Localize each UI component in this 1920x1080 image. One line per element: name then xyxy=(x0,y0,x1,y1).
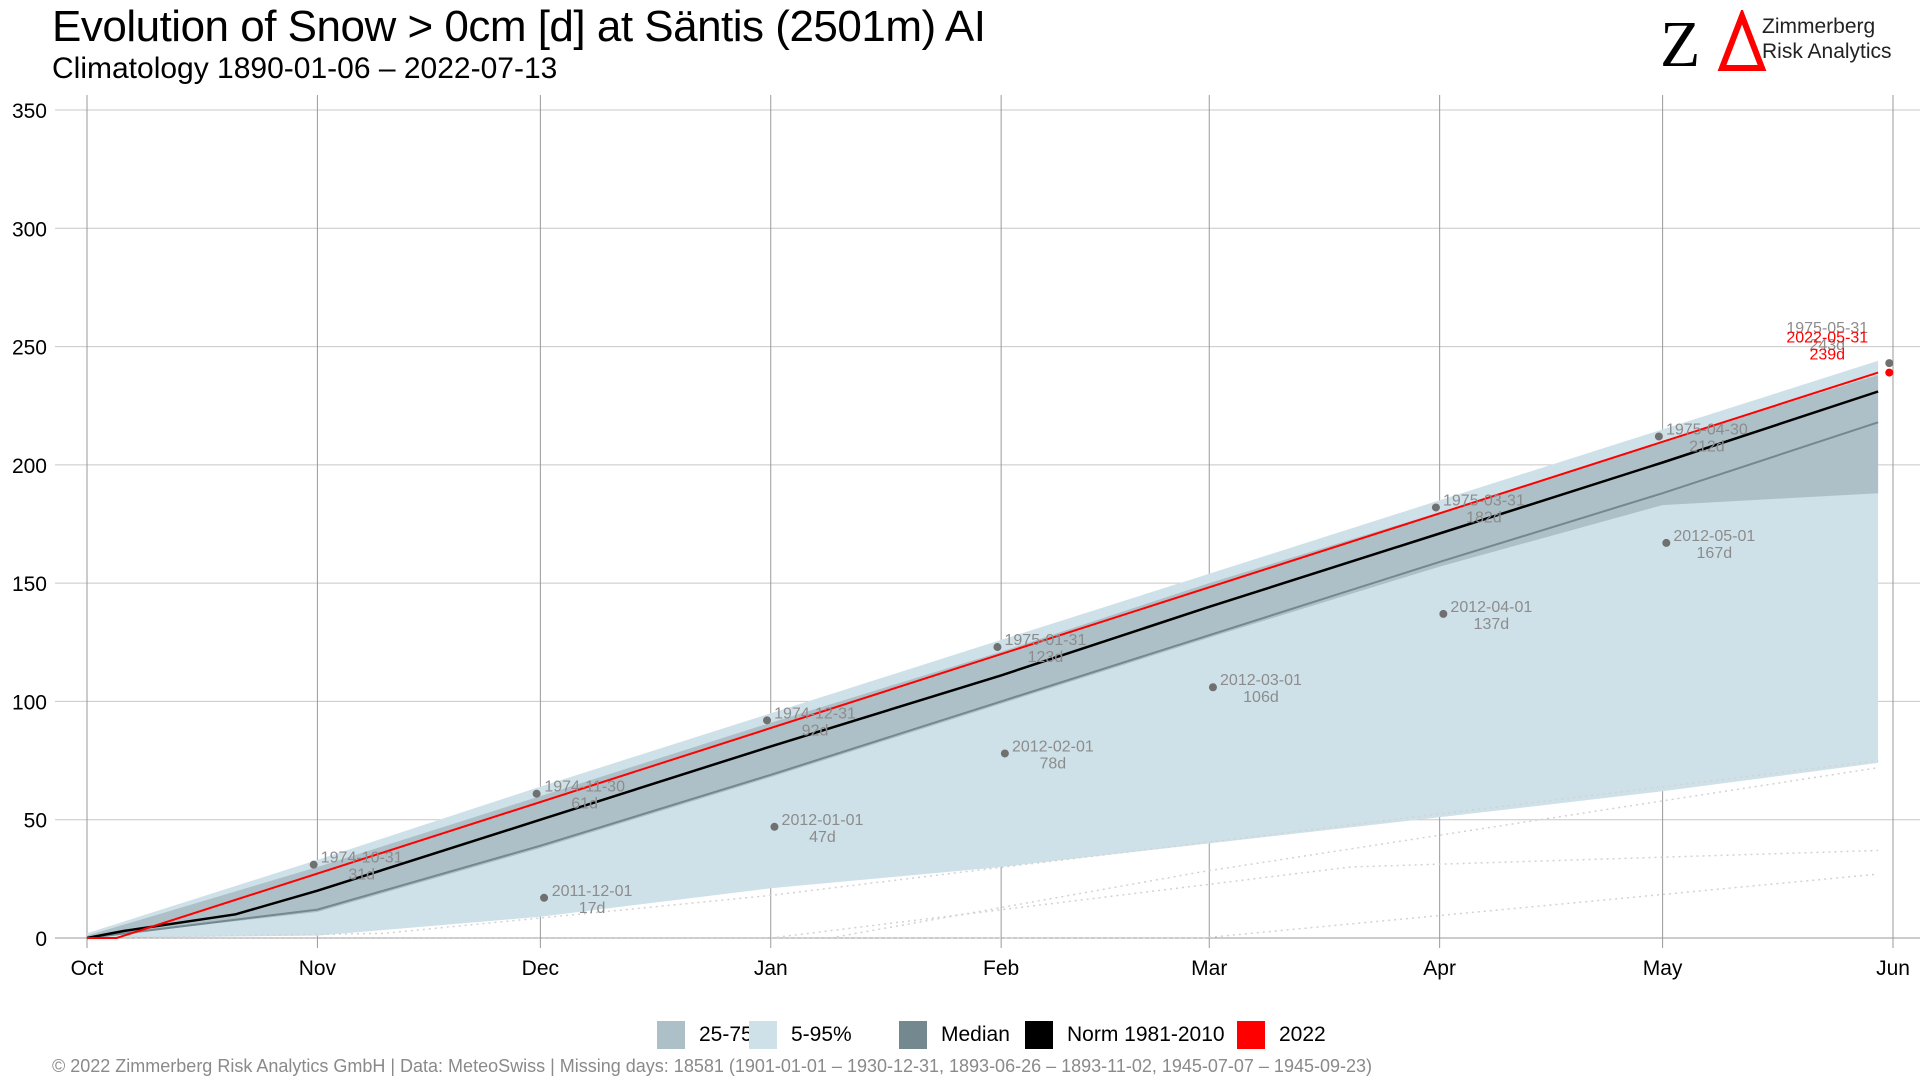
legend-label: 5-95% xyxy=(791,1023,852,1046)
y-tick-label: 350 xyxy=(12,100,47,123)
annotation-date: 1974-10-31 xyxy=(321,850,403,867)
zimmerberg-logo-icon: Z xyxy=(1660,10,1767,80)
legend-swatch xyxy=(899,1021,927,1049)
x-tick-label: Mar xyxy=(1191,957,1227,980)
annotation-date: 2012-02-01 xyxy=(1012,738,1094,755)
annotation-point xyxy=(1662,538,1671,547)
faint-year-line xyxy=(86,759,1879,939)
annotation-value: 92d xyxy=(802,722,829,739)
annotation-points xyxy=(309,359,1894,902)
faint-year-line xyxy=(87,849,1879,939)
chart-title: Evolution of Snow > 0cm [d] at Säntis (2… xyxy=(52,2,986,51)
annotation-value: 17d xyxy=(579,900,606,917)
series-lines xyxy=(86,371,1879,940)
annotation-point xyxy=(1654,432,1663,441)
annotation-value: 137d xyxy=(1474,616,1510,633)
logo-z-letter: Z xyxy=(1660,10,1700,80)
faint-year-line xyxy=(87,873,1879,939)
annotation-point xyxy=(1208,683,1217,692)
annotation-value: 123d xyxy=(1028,649,1064,666)
legend-label: Median xyxy=(941,1023,1010,1046)
legend-label: Norm 1981-2010 xyxy=(1067,1023,1225,1046)
annotation-value: 243d xyxy=(1809,337,1845,354)
y-tick-label: 50 xyxy=(24,810,47,833)
footer-credits: © 2022 Zimmerberg Risk Analytics GmbH | … xyxy=(52,1056,1373,1076)
annotation-value: 31d xyxy=(348,867,375,884)
annotation-point xyxy=(532,789,541,798)
legend-swatch xyxy=(1025,1021,1053,1049)
legend-swatch xyxy=(749,1021,777,1049)
y-tick-label: 300 xyxy=(12,218,47,241)
annotation-point xyxy=(993,643,1002,652)
legend-swatch xyxy=(1237,1021,1265,1049)
logo-line-1: Zimmerberg xyxy=(1762,15,1876,38)
chart-subtitle: Climatology 1890-01-06 – 2022-07-13 xyxy=(52,52,558,85)
x-tick-label: Feb xyxy=(983,957,1019,980)
annotation-value: 106d xyxy=(1243,689,1279,706)
annotation-value: 212d xyxy=(1689,438,1725,455)
annotation-date: 2012-04-01 xyxy=(1450,599,1532,616)
faint-year-line xyxy=(87,766,1879,939)
x-tick-label: May xyxy=(1643,957,1683,980)
faint-year-lines xyxy=(86,759,1879,939)
y-tick-label: 200 xyxy=(12,455,47,478)
x-tick-label: Oct xyxy=(71,957,104,980)
y-tick-label: 100 xyxy=(12,691,47,714)
legend-label: 2022 xyxy=(1279,1023,1326,1046)
annotation-value: 167d xyxy=(1697,545,1733,562)
legend-swatch xyxy=(657,1021,685,1049)
annotation-date: 1975-03-31 xyxy=(1443,492,1525,509)
logo-text: Zimmerberg Risk Analytics xyxy=(1762,14,1892,64)
annotation-value: 182d xyxy=(1466,509,1502,526)
annotation-point xyxy=(1000,749,1009,758)
annotation-value: 61d xyxy=(571,796,598,813)
legend-item: Norm 1981-2010 xyxy=(1025,1018,1225,1052)
annotation-point xyxy=(1431,503,1440,512)
annotation-value: 47d xyxy=(809,829,836,846)
annotation-point xyxy=(770,822,779,831)
x-tick-label: Nov xyxy=(299,957,337,980)
legend-item: 2022 xyxy=(1237,1018,1326,1052)
median-line xyxy=(86,421,1879,939)
annotation-date: 2012-01-01 xyxy=(782,812,864,829)
annotation-point xyxy=(540,893,549,902)
annotation-date: 2012-05-01 xyxy=(1673,528,1755,545)
x-tick-label: Jun xyxy=(1876,957,1910,980)
norm-line xyxy=(86,390,1879,940)
logo-line-2: Risk Analytics xyxy=(1762,40,1892,63)
annotation-point xyxy=(763,716,772,725)
annotation-value: 78d xyxy=(1040,755,1067,772)
annotation-date: 2022-05-31 xyxy=(1786,330,1868,347)
annotation-date: 1974-11-30 xyxy=(544,779,625,796)
annotation-date: 1975-05-31 xyxy=(1786,320,1868,337)
annotation-date: 1974-12-31 xyxy=(774,705,856,722)
x-tick-label: Jan xyxy=(754,957,788,980)
annotation-point xyxy=(1439,609,1448,618)
x-tick-label: Dec xyxy=(522,957,559,980)
annotation-date: 1975-04-30 xyxy=(1666,421,1748,438)
logo-delta-shape xyxy=(1717,10,1767,71)
annotation-date: 1975-01-31 xyxy=(1005,632,1087,649)
annotation-value: 239d xyxy=(1809,347,1845,364)
axis-labels: 0 50 100 150 200 250 300 350 Oct Nov Dec Jan Feb Mar A… xyxy=(12,100,1910,980)
annotation-point xyxy=(1885,368,1894,377)
legend-item: Median xyxy=(899,1018,1010,1052)
legend-item: 5-95% xyxy=(749,1018,852,1052)
annotation-date: 2012-03-01 xyxy=(1220,672,1302,689)
y-tick-label: 0 xyxy=(35,928,47,951)
series-2022-line xyxy=(87,371,1879,939)
y-tick-label: 150 xyxy=(12,573,47,596)
legend: 25-75% 5-95% Median Norm 1981-2010 2022 xyxy=(0,1018,1920,1054)
annotation-point xyxy=(1885,359,1894,368)
x-tick-label: Apr xyxy=(1423,957,1456,980)
y-tick-label: 250 xyxy=(12,337,47,360)
annotation-point xyxy=(309,860,318,869)
annotation-date: 2011-12-01 xyxy=(552,883,633,900)
